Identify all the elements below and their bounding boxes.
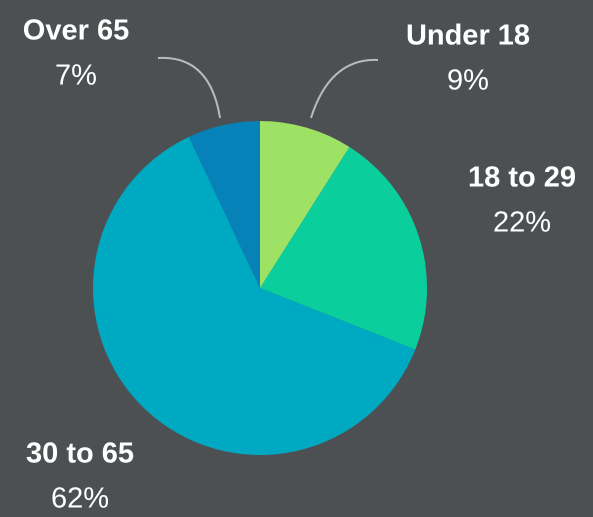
value-label: 62% <box>51 483 109 515</box>
leader-line <box>310 58 379 119</box>
category-label: Under 18 <box>406 20 530 52</box>
value-label: 7% <box>55 60 97 92</box>
value-label: 22% <box>493 207 551 239</box>
pie-slice <box>188 121 260 288</box>
pie-slice <box>260 146 428 350</box>
category-label: Over 65 <box>23 15 129 47</box>
value-label: 9% <box>447 65 489 97</box>
category-label: 18 to 29 <box>468 162 576 194</box>
pie-slice <box>93 136 416 456</box>
category-label: 30 to 65 <box>26 438 134 470</box>
pie-slice <box>260 121 350 288</box>
leader-line <box>157 56 221 119</box>
